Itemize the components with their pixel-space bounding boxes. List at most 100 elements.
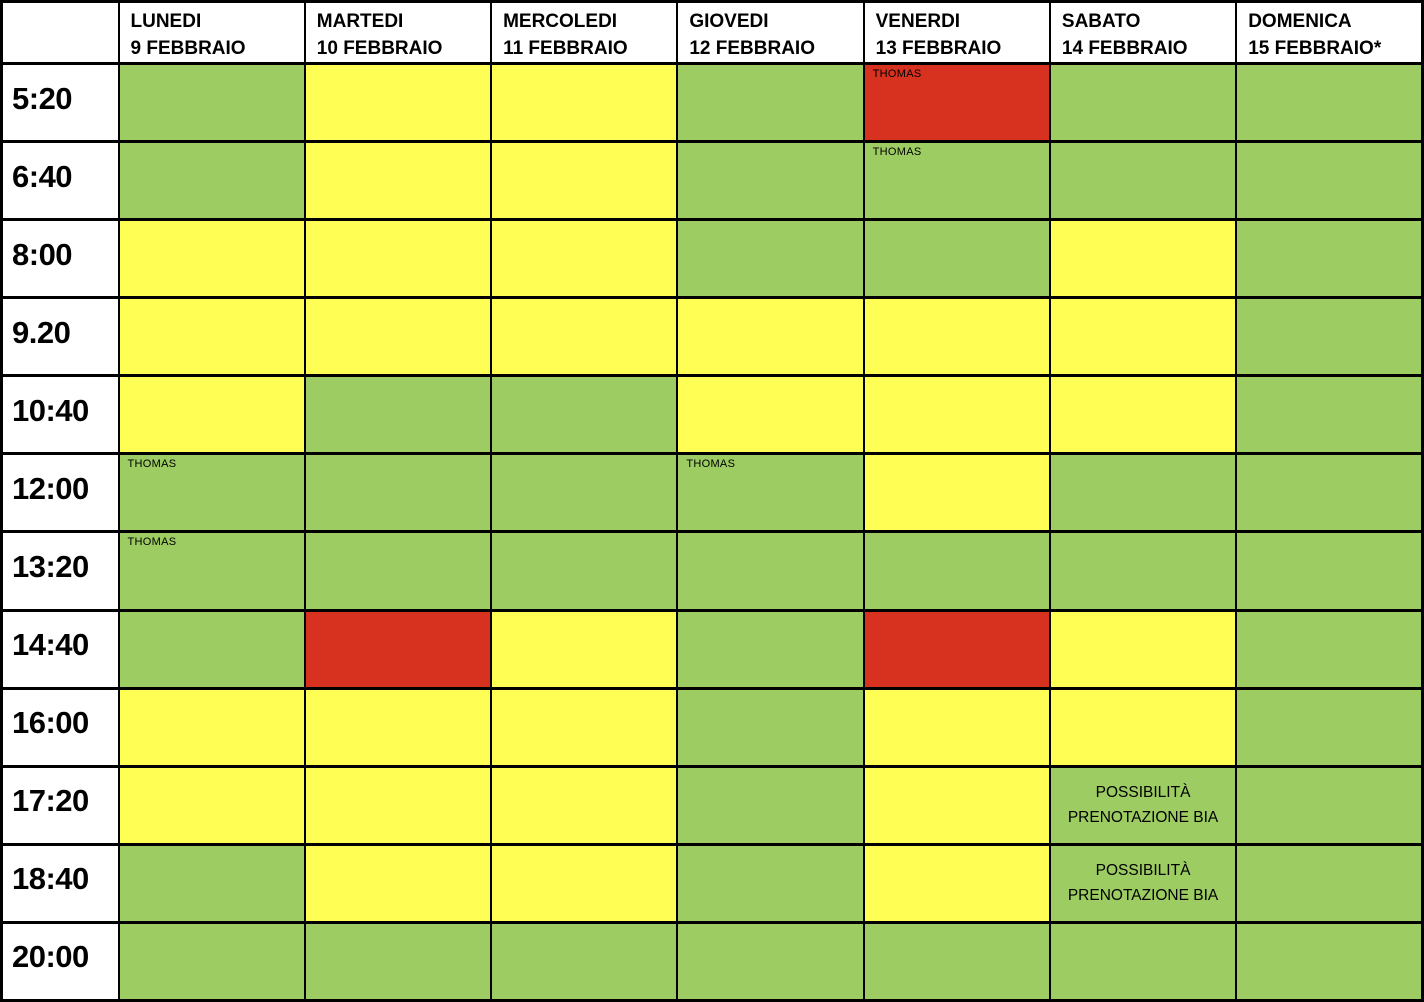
slot-venerdi-12-00-yellow[interactable] (862, 452, 1051, 534)
slot-annotation: THOMAS (686, 458, 736, 471)
slot-sabato-14-40-yellow[interactable] (1048, 608, 1238, 690)
slot-giovedi-20-00-green[interactable] (676, 920, 865, 1002)
slot-domenica-5-20-green[interactable] (1235, 61, 1424, 144)
slot-mercoledi-6-40-yellow[interactable] (490, 140, 679, 222)
slot-lunedi-5-20-green[interactable] (117, 61, 306, 144)
slot-venerdi-9-20-yellow[interactable] (862, 296, 1051, 378)
slot-domenica-8-00-green[interactable] (1235, 218, 1424, 300)
slot-sabato-6-40-green[interactable] (1048, 140, 1238, 222)
schedule-row-17-20: 17:20 POSSIBILITÀ PRENOTAZIONE BIA (0, 764, 1424, 846)
slot-lunedi-8-00-yellow[interactable] (117, 218, 306, 300)
slot-lunedi-18-40-green[interactable] (117, 842, 306, 924)
slot-venerdi-18-40-yellow[interactable] (862, 842, 1051, 924)
slot-lunedi-12-00-green[interactable]: THOMAS (117, 452, 306, 534)
slot-venerdi-8-00-green[interactable] (862, 218, 1051, 300)
slot-domenica-14-40-green[interactable] (1235, 608, 1424, 690)
slot-domenica-18-40-green[interactable] (1235, 842, 1424, 924)
slot-sabato-10-40-yellow[interactable] (1048, 374, 1238, 456)
slot-martedi-10-40-green[interactable] (303, 374, 493, 456)
slot-sabato-5-20-green[interactable] (1048, 61, 1238, 144)
slot-martedi-9-20-yellow[interactable] (303, 296, 493, 378)
slot-venerdi-20-00-green[interactable] (862, 920, 1051, 1002)
slot-martedi-17-20-yellow[interactable] (303, 764, 493, 846)
slot-giovedi-10-40-yellow[interactable] (676, 374, 865, 456)
time-label: 6:40 (0, 140, 120, 222)
slot-sabato-16-00-yellow[interactable] (1048, 686, 1238, 768)
slot-sabato-9-20-yellow[interactable] (1048, 296, 1238, 378)
slot-lunedi-20-00-green[interactable] (117, 920, 306, 1002)
slot-annotation: POSSIBILITÀ PRENOTAZIONE BIA (1067, 862, 1219, 905)
slot-venerdi-5-20-red[interactable]: THOMAS (862, 61, 1051, 144)
slot-sabato-13-20-green[interactable] (1048, 530, 1238, 612)
slot-giovedi-6-40-green[interactable] (676, 140, 865, 222)
slot-lunedi-14-40-green[interactable] (117, 608, 306, 690)
slot-mercoledi-20-00-green[interactable] (490, 920, 679, 1002)
slot-lunedi-17-20-yellow[interactable] (117, 764, 306, 846)
slot-domenica-20-00-green[interactable] (1235, 920, 1424, 1002)
slot-venerdi-14-40-red[interactable] (862, 608, 1051, 690)
slot-mercoledi-9-20-yellow[interactable] (490, 296, 679, 378)
slot-giovedi-5-20-green[interactable] (676, 61, 865, 144)
slot-giovedi-18-40-green[interactable] (676, 842, 865, 924)
time-label: 5:20 (0, 61, 120, 144)
schedule-row-5-20: 5:20 THOMAS (0, 61, 1424, 144)
day-header-martedi: MARTEDI 10 FEBBRAIO (303, 0, 493, 65)
slot-lunedi-6-40-green[interactable] (117, 140, 306, 222)
slot-lunedi-9-20-yellow[interactable] (117, 296, 306, 378)
slot-domenica-6-40-green[interactable] (1235, 140, 1424, 222)
slot-martedi-18-40-yellow[interactable] (303, 842, 493, 924)
slot-mercoledi-14-40-yellow[interactable] (490, 608, 679, 690)
slot-venerdi-10-40-yellow[interactable] (862, 374, 1051, 456)
slot-domenica-9-20-green[interactable] (1235, 296, 1424, 378)
slot-mercoledi-12-00-green[interactable] (490, 452, 679, 534)
slot-giovedi-12-00-green[interactable]: THOMAS (676, 452, 865, 534)
header-row: LUNEDI 9 FEBBRAIO MARTEDI 10 FEBBRAIO MERCOL… (0, 0, 1424, 65)
slot-giovedi-16-00-green[interactable] (676, 686, 865, 768)
slot-venerdi-6-40-green[interactable]: THOMAS (862, 140, 1051, 222)
time-label: 8:00 (0, 218, 120, 300)
slot-domenica-12-00-green[interactable] (1235, 452, 1424, 534)
slot-giovedi-9-20-yellow[interactable] (676, 296, 865, 378)
slot-martedi-5-20-yellow[interactable] (303, 61, 493, 144)
slot-annotation: THOMAS (872, 146, 922, 159)
slot-mercoledi-8-00-yellow[interactable] (490, 218, 679, 300)
slot-martedi-14-40-red[interactable] (303, 608, 493, 690)
slot-sabato-17-20-green[interactable]: POSSIBILITÀ PRENOTAZIONE BIA (1048, 764, 1238, 846)
time-label: 17:20 (0, 764, 120, 846)
slot-domenica-17-20-green[interactable] (1235, 764, 1424, 846)
slot-martedi-13-20-green[interactable] (303, 530, 493, 612)
slot-domenica-16-00-green[interactable] (1235, 686, 1424, 768)
slot-martedi-12-00-green[interactable] (303, 452, 493, 534)
slot-mercoledi-17-20-yellow[interactable] (490, 764, 679, 846)
slot-martedi-16-00-yellow[interactable] (303, 686, 493, 768)
slot-venerdi-17-20-yellow[interactable] (862, 764, 1051, 846)
slot-giovedi-8-00-green[interactable] (676, 218, 865, 300)
slot-mercoledi-13-20-green[interactable] (490, 530, 679, 612)
slot-sabato-8-00-yellow[interactable] (1048, 218, 1238, 300)
slot-martedi-6-40-yellow[interactable] (303, 140, 493, 222)
slot-mercoledi-18-40-yellow[interactable] (490, 842, 679, 924)
slot-giovedi-17-20-green[interactable] (676, 764, 865, 846)
slot-martedi-8-00-yellow[interactable] (303, 218, 493, 300)
slot-martedi-20-00-green[interactable] (303, 920, 493, 1002)
slot-venerdi-13-20-green[interactable] (862, 530, 1051, 612)
slot-sabato-18-40-green[interactable]: POSSIBILITÀ PRENOTAZIONE BIA (1048, 842, 1238, 924)
slot-lunedi-10-40-yellow[interactable] (117, 374, 306, 456)
slot-domenica-10-40-green[interactable] (1235, 374, 1424, 456)
slot-sabato-12-00-green[interactable] (1048, 452, 1238, 534)
slot-lunedi-13-20-green[interactable]: THOMAS (117, 530, 306, 612)
slot-mercoledi-10-40-green[interactable] (490, 374, 679, 456)
slot-venerdi-16-00-yellow[interactable] (862, 686, 1051, 768)
slot-giovedi-13-20-green[interactable] (676, 530, 865, 612)
slot-giovedi-14-40-green[interactable] (676, 608, 865, 690)
schedule-row-10-40: 10:40 (0, 374, 1424, 456)
schedule-row-16-00: 16:00 (0, 686, 1424, 768)
slot-lunedi-16-00-yellow[interactable] (117, 686, 306, 768)
slot-mercoledi-16-00-yellow[interactable] (490, 686, 679, 768)
day-name: GIOVEDI (689, 11, 769, 32)
slot-sabato-20-00-green[interactable] (1048, 920, 1238, 1002)
slot-domenica-13-20-green[interactable] (1235, 530, 1424, 612)
slot-mercoledi-5-20-yellow[interactable] (490, 61, 679, 144)
day-date: 10 FEBBRAIO (316, 38, 443, 59)
